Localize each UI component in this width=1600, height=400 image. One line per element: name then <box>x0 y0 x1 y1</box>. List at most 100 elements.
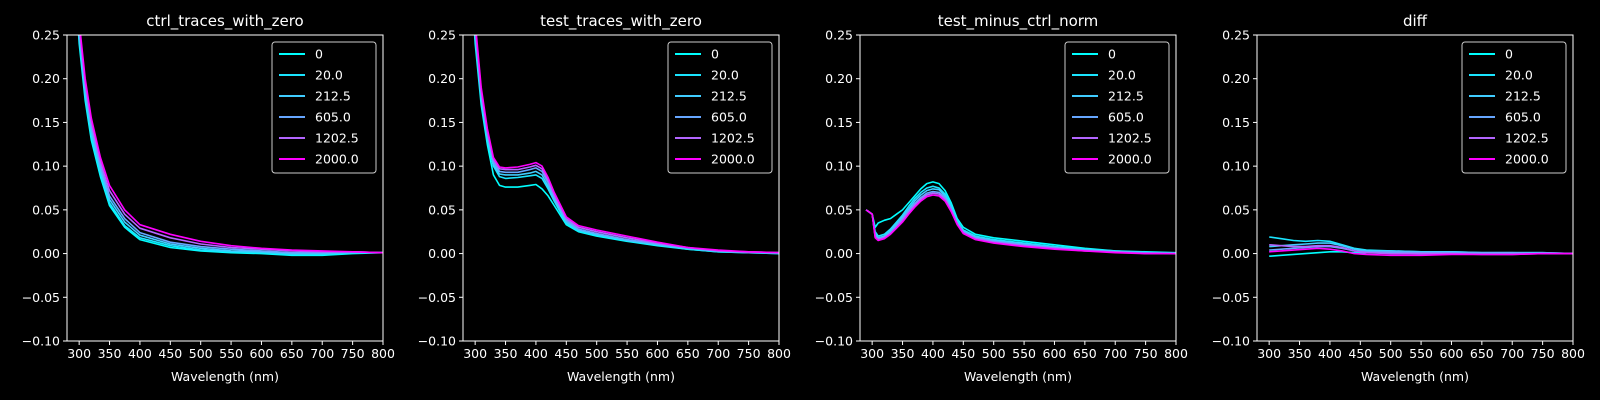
x-tick-label: 550 <box>1012 346 1036 361</box>
x-tick-label: 550 <box>219 346 243 361</box>
y-tick-label: 0.00 <box>1222 246 1250 261</box>
x-tick-label: 500 <box>585 346 609 361</box>
x-tick-label: 750 <box>737 346 761 361</box>
x-tick-label: 700 <box>1103 346 1127 361</box>
x-tick-label: 350 <box>1288 346 1312 361</box>
x-axis-label: Wavelength (nm) <box>171 369 279 384</box>
x-tick-label: 400 <box>921 346 945 361</box>
subplot-1: ctrl_traces_with_zero 300 350 400 450 500 550 6… <box>22 12 395 384</box>
legend-label: 2000.0 <box>1505 152 1549 167</box>
axes-frame <box>1256 34 1574 342</box>
x-tick-label: 800 <box>767 346 791 361</box>
legend-label: 0 <box>315 47 323 62</box>
y-tick-label: 0.05 <box>1222 202 1250 217</box>
series-line-20.0 <box>865 185 1176 255</box>
y-tick-label: −0.05 <box>22 290 60 305</box>
y-tick-label: −0.05 <box>418 290 456 305</box>
x-tick-label: 500 <box>982 346 1006 361</box>
x-tick-label: 350 <box>494 346 518 361</box>
legend-label: 212.5 <box>1505 89 1541 104</box>
y-tick-label: 0.15 <box>1222 115 1250 130</box>
y-tick-label: 0.20 <box>825 71 853 86</box>
legend-label: 212.5 <box>315 89 351 104</box>
series-line-2000.0 <box>1269 247 1573 257</box>
series-line-2000.0 <box>79 35 383 254</box>
x-tick-label: 750 <box>1134 346 1158 361</box>
x-tick-label: 450 <box>951 346 975 361</box>
y-tick-label: −0.10 <box>815 334 853 349</box>
x-axis-label: Wavelength (nm) <box>567 369 675 384</box>
series-line-2000.0 <box>475 35 779 254</box>
x-tick-label: 750 <box>341 346 365 361</box>
x-tick-label: 300 <box>67 346 91 361</box>
series-group <box>865 181 1176 255</box>
y-tick-label: 0.10 <box>825 159 853 174</box>
x-tick-label: 550 <box>615 346 639 361</box>
legend-label: 1202.5 <box>711 131 755 146</box>
x-tick-label: 600 <box>1043 346 1067 361</box>
y-tick-label: −0.10 <box>22 334 60 349</box>
y-tick-label: 0.00 <box>428 246 456 261</box>
y-tick-label: −0.05 <box>815 290 853 305</box>
series-group <box>77 35 383 257</box>
legend-label: 605.0 <box>1108 110 1144 125</box>
x-tick-label: 700 <box>310 346 334 361</box>
legend-label: 0 <box>1505 47 1513 62</box>
legend-label: 212.5 <box>1108 89 1144 104</box>
axes-frame <box>859 34 1177 342</box>
legend-label: 20.0 <box>315 68 343 83</box>
y-tick-label: 0.20 <box>1222 71 1250 86</box>
x-tick-label: 450 <box>554 346 578 361</box>
x-tick-label: 500 <box>1379 346 1403 361</box>
legend-label: 1202.5 <box>315 131 359 146</box>
y-tick-label: 0.05 <box>825 202 853 217</box>
y-tick-label: 0.10 <box>1222 159 1250 174</box>
legend-label: 0 <box>1108 47 1116 62</box>
y-tick-label: 0.25 <box>1222 28 1250 43</box>
y-tick-label: 0.10 <box>32 159 60 174</box>
legend-label: 20.0 <box>1505 68 1533 83</box>
y-tick-label: 0.00 <box>825 246 853 261</box>
legend-label: 0 <box>711 47 719 62</box>
y-tick-label: 0.05 <box>428 202 456 217</box>
legend-label: 2000.0 <box>711 152 755 167</box>
subplot-3: test_minus_ctrl_norm 300 350 400 450 500 550 60… <box>815 12 1188 384</box>
x-tick-label: 450 <box>1348 346 1372 361</box>
subplot-4: diff 300 350 400 450 500 550 600 650 700 750 800 −0.… <box>1212 12 1585 384</box>
series-line-0 <box>865 181 1176 254</box>
legend-label: 605.0 <box>315 110 351 125</box>
series-group <box>1269 236 1573 257</box>
x-tick-label: 800 <box>371 346 395 361</box>
y-tick-label: 0.25 <box>428 28 456 43</box>
y-tick-label: 0.15 <box>428 115 456 130</box>
x-tick-label: 300 <box>860 346 884 361</box>
legend: 0 20.0 212.5 605.0 1202.5 2000.0 <box>1461 41 1567 174</box>
x-tick-label: 600 <box>250 346 274 361</box>
axes-frame <box>462 34 780 342</box>
y-tick-label: 0.15 <box>32 115 60 130</box>
y-tick-label: 0.25 <box>825 28 853 43</box>
legend-label: 605.0 <box>1505 110 1541 125</box>
x-axis-label: Wavelength (nm) <box>964 369 1072 384</box>
x-tick-label: 800 <box>1164 346 1188 361</box>
x-tick-label: 300 <box>463 346 487 361</box>
legend-label: 1202.5 <box>1108 131 1152 146</box>
x-tick-label: 600 <box>1440 346 1464 361</box>
subplot-2: test_traces_with_zero 300 350 400 450 500 550 6… <box>418 12 791 384</box>
x-tick-label: 800 <box>1561 346 1585 361</box>
y-tick-label: 0.05 <box>32 202 60 217</box>
x-tick-label: 300 <box>1257 346 1281 361</box>
x-tick-label: 750 <box>1531 346 1555 361</box>
axes-frame <box>66 34 384 342</box>
x-tick-label: 350 <box>98 346 122 361</box>
y-tick-label: −0.10 <box>418 334 456 349</box>
y-tick-label: 0.20 <box>32 71 60 86</box>
x-tick-label: 600 <box>646 346 670 361</box>
y-tick-label: 0.25 <box>32 28 60 43</box>
y-tick-label: 0.10 <box>428 159 456 174</box>
series-group <box>473 35 779 255</box>
subplot-title: ctrl_traces_with_zero <box>146 12 303 31</box>
x-tick-label: 550 <box>1409 346 1433 361</box>
legend-label: 2000.0 <box>315 152 359 167</box>
